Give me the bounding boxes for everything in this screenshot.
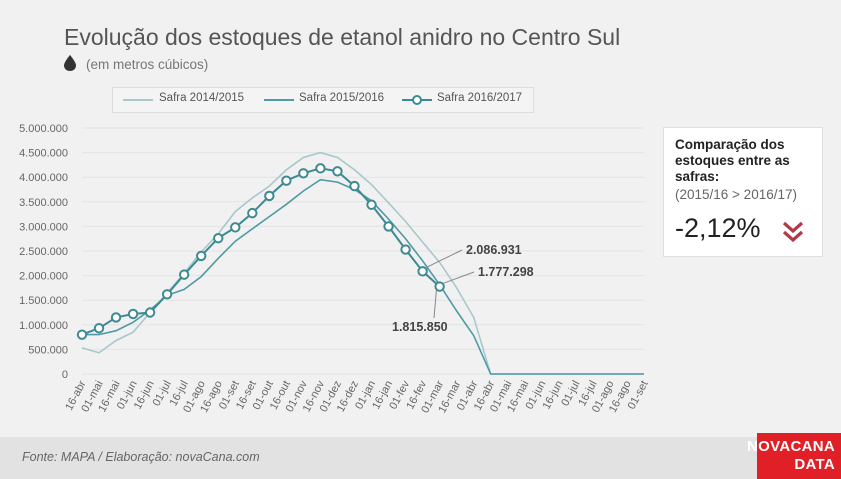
y-tick-label: 5.000.000 [19,123,68,135]
data-point [383,221,394,232]
y-tick-label: 4.000.000 [19,172,68,184]
data-point [332,166,343,177]
data-point [434,281,445,292]
y-tick-label: 4.500.000 [19,148,68,160]
data-label: 1.815.850 [392,320,448,334]
data-point [110,312,122,323]
legend-label-2015: Safra 2015/2016 [299,92,385,104]
data-point [178,269,190,280]
data-point [76,329,88,340]
double-chevron-down-icon [782,221,804,243]
data-point [298,168,309,179]
series-line-2 [81,167,441,336]
data-point [144,307,156,318]
y-tick-label: 0 [62,369,68,381]
legend: Safra 2014/2015 Safra 2015/2016 Safra 20… [112,87,534,113]
y-tick-label: 2.000.000 [19,271,68,283]
data-point [230,222,241,233]
legend-label-2016: Safra 2016/2017 [437,92,523,104]
data-point [93,323,105,334]
data-point [315,163,326,174]
annotation-leader [433,287,438,319]
data-point [247,207,258,219]
data-label: 2.086.931 [466,243,522,257]
brand-logo: NOVACANA DATA [747,433,841,479]
y-tick-label: 1.000.000 [19,320,68,332]
page-title: Evolução dos estoques de etanol anidro n… [64,24,621,50]
legend-line-2014 [123,99,153,101]
data-point [196,250,207,262]
legend-marker-2016 [412,95,422,105]
data-point [366,199,377,210]
data-label: 1.777.298 [478,265,534,279]
series-line-0 [81,151,644,375]
brand-line-2: DATA [794,456,835,473]
annotation-leader [442,271,475,285]
data-point [349,180,360,192]
comparison-subtitle: (2015/16 > 2016/17) [675,187,797,202]
y-tick-label: 3.500.000 [19,197,68,209]
data-point [281,175,292,186]
data-point [400,244,411,255]
y-tick-label: 2.500.000 [19,246,68,258]
data-point [213,233,224,244]
comparison-panel: Comparação dos estoques entre as safras:… [663,127,823,257]
series-line-1 [82,178,644,375]
brand-line-1: NOVACANA [747,438,835,455]
data-point [417,266,428,277]
y-tick-label: 1.500.000 [19,295,68,307]
footer-source: Fonte: MAPA / Elaboração: novaCana.com [22,450,260,464]
footer: Fonte: MAPA / Elaboração: novaCana.com [0,437,841,479]
legend-label-2014: Safra 2014/2015 [159,92,245,104]
comparison-value: -2,12% [675,213,761,243]
data-point [161,289,173,300]
comparison-title: Comparação dos estoques entre as safras: [675,137,790,184]
page-subtitle: (em metros cúbicos) [86,57,209,72]
annotation-leader [426,249,463,268]
data-point [127,308,139,320]
droplet-icon [64,55,76,71]
y-tick-label: 3.000.000 [19,221,68,233]
data-point [264,190,275,202]
legend-line-2015 [264,99,294,101]
y-tick-label: 500.000 [28,344,68,356]
